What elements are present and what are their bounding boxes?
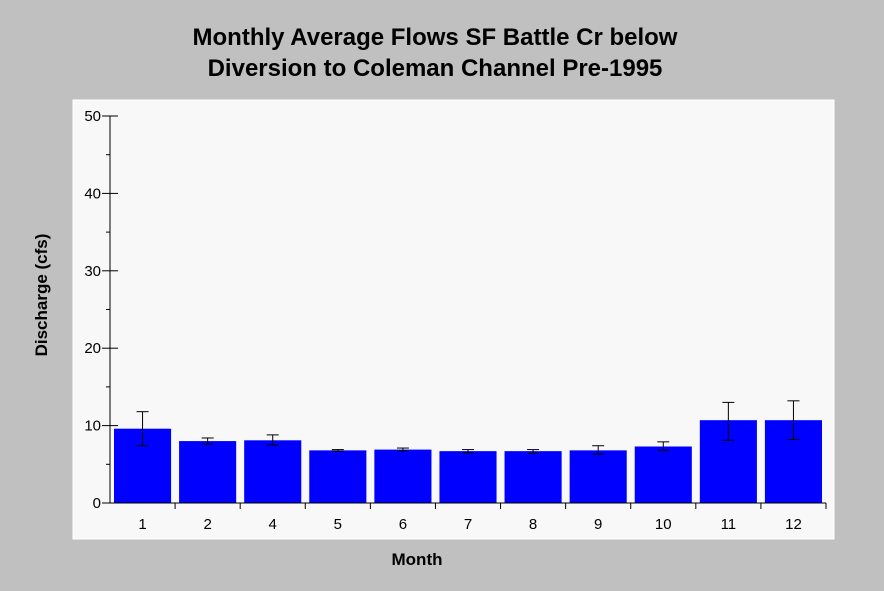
y-axis-label: Discharge (cfs) [32,233,51,357]
x-tick-label-10: 10 [655,516,672,533]
error-bar-month-9 [592,445,605,455]
x-tick-label-8: 8 [529,516,537,533]
bar-month-2 [179,441,237,503]
error-bar-month-10 [657,441,670,451]
x-tick-label-2: 2 [203,516,211,533]
y-tick-label-40: 40 [84,185,101,202]
bar-month-10 [634,446,692,503]
error-bar-month-2 [201,437,214,445]
chart-title-line-1: Monthly Average Flows SF Battle Cr below [192,24,678,51]
error-bar-month-4 [266,434,279,446]
error-bar-month-7 [462,449,474,454]
chart-title-line-2: Diversion to Coleman Channel Pre-1995 [207,55,663,82]
bar-month-9 [569,450,627,503]
bar-month-5 [309,450,367,503]
error-bar-month-6 [396,447,409,452]
error-bar-month-11 [722,401,735,441]
y-tick-label-30: 30 [84,263,101,280]
bar-month-8 [504,451,562,503]
error-bar-month-12 [787,400,800,441]
error-bar-month-1 [136,411,149,447]
bar-month-4 [244,440,302,503]
x-tick-label-12: 12 [785,516,802,533]
x-tick-label-7: 7 [464,516,472,533]
x-tick-label-11: 11 [721,516,737,533]
x-tick-label-6: 6 [399,516,407,533]
x-tick-label-5: 5 [334,516,342,533]
bar-month-6 [374,449,432,503]
error-bar-month-5 [331,449,344,452]
chart-title: Monthly Average Flows SF Battle Cr below… [0,22,870,84]
x-axis-label: Month [391,550,443,569]
x-tick-label-4: 4 [269,516,277,533]
error-bar-month-8 [527,449,540,454]
y-tick-label-50: 50 [84,108,101,125]
x-tick-label-9: 9 [594,516,602,533]
y-tick-label-20: 20 [84,340,101,357]
x-tick-label-1: 1 [138,516,146,533]
bar-month-7 [439,451,497,503]
y-tick-label-0: 0 [93,495,101,512]
y-tick-label-10: 10 [84,418,101,435]
